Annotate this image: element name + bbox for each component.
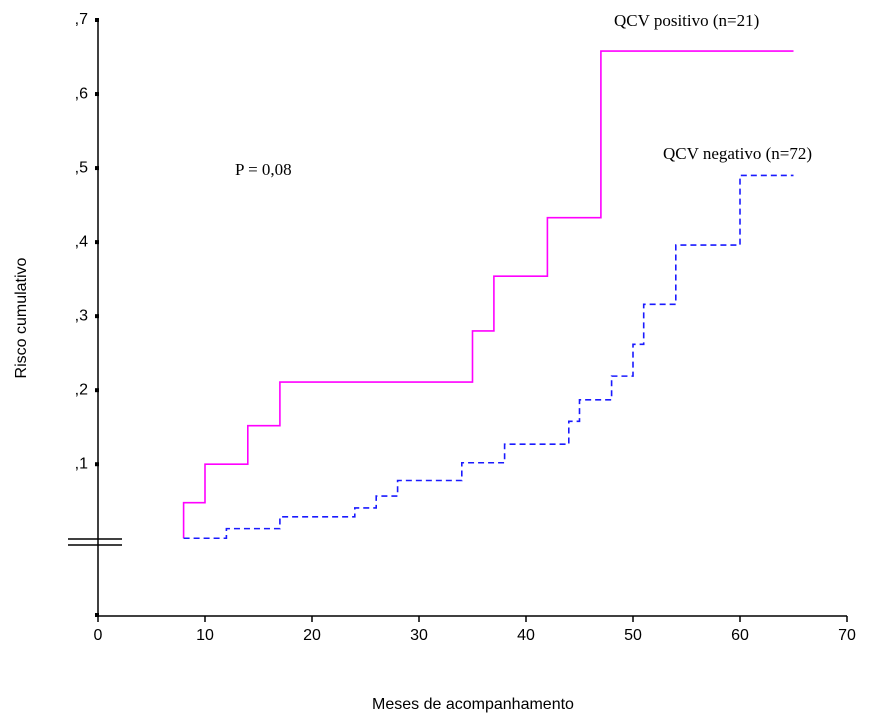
x-tick-label: 20 bbox=[303, 627, 321, 644]
y-axis-label: Risco cumulativo bbox=[13, 257, 30, 378]
y-tick-label: ,2 bbox=[75, 381, 88, 398]
y-tick bbox=[95, 166, 99, 171]
y-tick bbox=[95, 388, 99, 393]
y-tick-label: ,3 bbox=[75, 307, 88, 324]
x-tick-label: 10 bbox=[196, 627, 214, 644]
annotation: QCV negativo (n=72) bbox=[663, 144, 812, 163]
x-axis-label: Meses de acompanhamento bbox=[372, 696, 574, 713]
y-tick-label: ,6 bbox=[75, 85, 88, 102]
y-tick-label: ,5 bbox=[75, 159, 88, 176]
y-tick-label: ,4 bbox=[75, 233, 88, 250]
x-tick-label: 30 bbox=[410, 627, 428, 644]
x-tick-label: 60 bbox=[731, 627, 749, 644]
series-line bbox=[182, 50, 794, 539]
axis-end-tick bbox=[95, 613, 99, 617]
y-tick bbox=[95, 18, 99, 22]
x-tick-label: 50 bbox=[624, 627, 642, 644]
x-tick-label: 40 bbox=[517, 627, 535, 644]
x-tick-label: 0 bbox=[94, 627, 103, 644]
series-line bbox=[183, 174, 794, 540]
annotation: QCV positivo (n=21) bbox=[614, 11, 759, 30]
x-tick-label: 70 bbox=[838, 627, 856, 644]
y-tick bbox=[95, 462, 99, 467]
y-tick bbox=[95, 314, 99, 319]
annotation: P = 0,08 bbox=[235, 160, 292, 179]
y-tick bbox=[95, 240, 99, 245]
y-tick-label: ,7 bbox=[75, 11, 88, 28]
y-tick-label: ,1 bbox=[75, 455, 88, 472]
y-tick bbox=[95, 92, 99, 97]
